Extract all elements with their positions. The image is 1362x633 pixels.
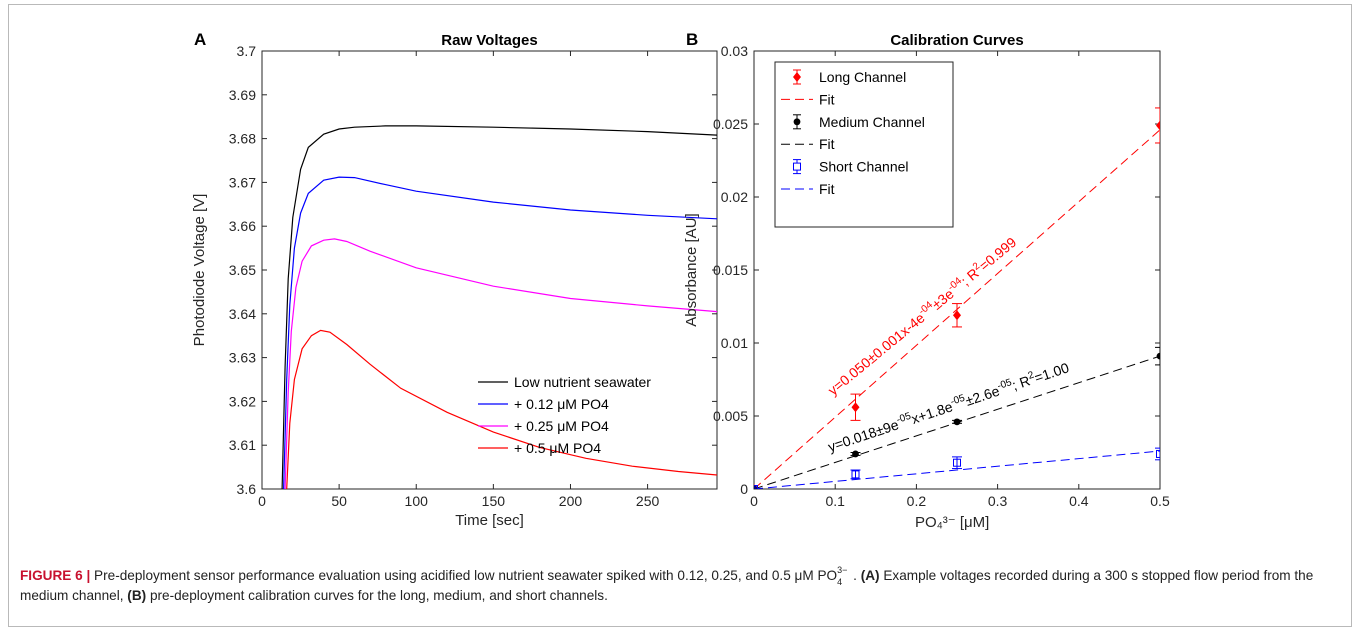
legend-fit-label: Fit xyxy=(819,91,835,107)
x-axis-label: Time [sec] xyxy=(455,512,524,529)
caption-text-2: . xyxy=(853,568,861,583)
equation-text: =1.00 xyxy=(1032,359,1071,385)
caption-formula-sub: 4 xyxy=(837,577,843,587)
legend-marker xyxy=(793,162,801,171)
panel-a: 0 50 100 150 200 250 3.6 3.61 3.62 3.63 3.64 3.65 3.… xyxy=(191,30,718,529)
y-tick-label: 3.68 xyxy=(229,131,256,147)
y-tick-label: 3.62 xyxy=(229,393,256,409)
legend-label: Low nutrient seawater xyxy=(514,374,651,390)
caption-text-1: Pre-deployment sensor performance evalua… xyxy=(90,568,838,583)
equation-text: ; R xyxy=(1010,372,1032,393)
y-tick-label: 0.03 xyxy=(721,43,748,59)
x-tick-label: 0 xyxy=(750,493,758,509)
equation-superscript: 2 xyxy=(1027,370,1036,382)
fit-line-2 xyxy=(754,450,1160,489)
y-axis-label: Photodiode Voltage [V] xyxy=(191,194,208,347)
legend-label: Short Channel xyxy=(819,159,909,175)
caption-text-4: pre-deployment calibration curves for th… xyxy=(146,588,608,603)
caption-part-a: (A) xyxy=(860,568,880,583)
data-point-1 xyxy=(1156,352,1160,360)
figure-caption: FIGURE 6 | Pre-deployment sensor perform… xyxy=(20,565,1340,606)
y-tick-label: 3.65 xyxy=(229,262,256,278)
figure-frame xyxy=(8,4,1352,627)
x-tick-label: 0 xyxy=(258,493,266,509)
data-point-0 xyxy=(1156,120,1160,131)
y-tick-label: 0.005 xyxy=(713,408,748,424)
caption-text-3: Example voltages recorded during a 300 s… xyxy=(20,568,1314,603)
legend-marker xyxy=(793,118,801,126)
data-point-2 xyxy=(1156,449,1160,458)
axes-box xyxy=(261,50,718,490)
data-point-2 xyxy=(851,470,860,479)
caption-formula: 3− 4 xyxy=(837,565,853,587)
x-tick-label: 200 xyxy=(559,493,583,509)
series-line-1 xyxy=(283,176,717,489)
panel-b: 0 0.1 0.2 0.3 0.4 0.5 0 0.005 0.01 0.015 0.02 0.025… xyxy=(683,30,1170,531)
y-tick-label: 0.01 xyxy=(721,335,748,351)
equation-superscript: -05 xyxy=(996,377,1014,392)
x-tick-label: 150 xyxy=(482,493,506,509)
equation-text: ±2.6e xyxy=(963,383,1001,409)
y-tick-label: 0.025 xyxy=(713,116,748,132)
x-tick-label: 250 xyxy=(636,493,660,509)
legend-marker xyxy=(793,72,801,82)
legend-box xyxy=(774,61,954,228)
fit-equation-long: y=0.050±0.001x-4e-04±3e-04; R2=0.999 xyxy=(824,233,1019,398)
y-tick-label: 0 xyxy=(740,481,748,497)
y-tick-label: 3.7 xyxy=(237,43,257,59)
y-tick-label: 3.6 xyxy=(237,481,257,497)
figure-plots: 0 50 100 150 200 2503.63.613.623.633.643.653.… xyxy=(191,30,1170,531)
x-tick-label: 100 xyxy=(405,493,429,509)
equation-text: y=0.018±9e xyxy=(826,416,901,455)
y-tick-label: 0.02 xyxy=(721,189,748,205)
y-tick-label: 3.63 xyxy=(229,350,256,366)
x-tick-label: 0.4 xyxy=(1069,493,1089,509)
data-point-0 xyxy=(851,402,860,413)
y-tick-label: 3.64 xyxy=(229,306,256,322)
data-point-1 xyxy=(953,418,961,426)
series-line-0 xyxy=(281,125,717,489)
legend-label: + 0.25 μM PO4 xyxy=(514,418,609,434)
caption-figure-label: FIGURE 6 | xyxy=(20,568,91,583)
panel-label: B xyxy=(686,30,698,49)
plot-area xyxy=(281,125,717,489)
panel-label: A xyxy=(194,30,206,49)
plot-area xyxy=(754,107,1160,489)
x-axis-label: PO₄³⁻ [μM] xyxy=(915,514,989,531)
data-point-1 xyxy=(852,450,859,458)
y-tick-label: 3.69 xyxy=(229,87,256,103)
legend-label: + 0.12 μM PO4 xyxy=(514,396,609,412)
caption-part-b: (B) xyxy=(127,588,147,603)
y-tick-label: 0.015 xyxy=(713,262,748,278)
y-tick-label: 3.67 xyxy=(229,174,256,190)
x-tick-label: 0.5 xyxy=(1150,493,1170,509)
series-line-2 xyxy=(284,238,717,489)
equation-text: =0.999 xyxy=(976,234,1020,274)
equation-superscript: -05 xyxy=(895,411,913,426)
chart-title: Raw Voltages xyxy=(441,32,537,49)
legend-fit-label: Fit xyxy=(819,181,835,197)
legend-label: Medium Channel xyxy=(819,114,925,130)
equation-text: x+1.8e xyxy=(909,398,955,427)
y-tick-label: 3.66 xyxy=(229,218,256,234)
chart-title: Calibration Curves xyxy=(890,32,1023,49)
y-axis-label: Absorbance [AU] xyxy=(683,213,700,326)
x-tick-label: 0.1 xyxy=(825,493,845,509)
caption-formula-sup: 3− xyxy=(837,565,848,575)
origin-point xyxy=(754,485,758,489)
equation-superscript: -05 xyxy=(949,393,967,408)
x-tick-label: 0.2 xyxy=(907,493,927,509)
series-line-3 xyxy=(286,329,717,489)
legend-label: + 0.5 μM PO4 xyxy=(514,440,601,456)
equation-text: y=0.050±0.001x-4e xyxy=(825,309,928,398)
x-tick-label: 0.3 xyxy=(988,493,1008,509)
x-tick-label: 50 xyxy=(331,493,347,509)
legend-label: Long Channel xyxy=(819,69,906,85)
data-point-2 xyxy=(953,458,961,467)
legend-fit-label: Fit xyxy=(819,136,835,152)
equation-superscript: 2 xyxy=(971,260,983,272)
data-point-0 xyxy=(953,310,961,321)
y-tick-label: 3.61 xyxy=(229,437,256,453)
